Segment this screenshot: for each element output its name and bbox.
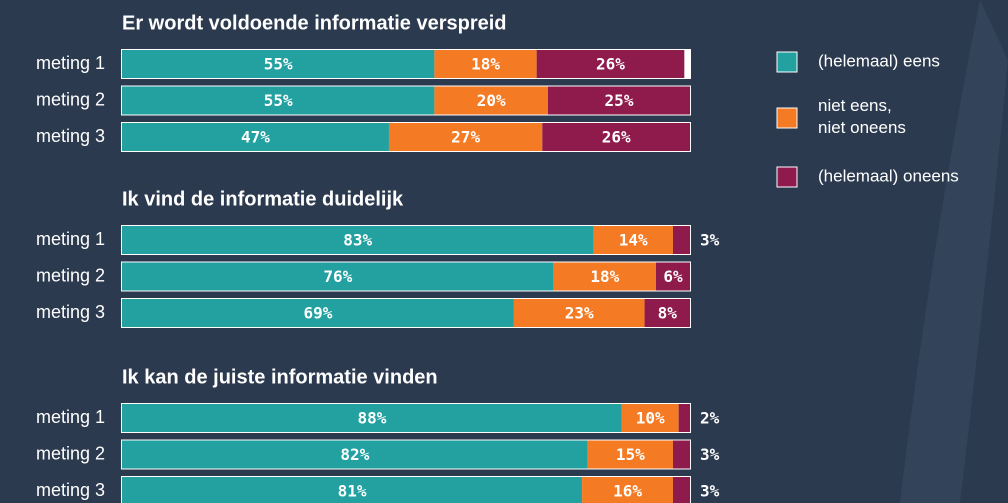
bar-segment: [553, 262, 656, 291]
bar-segment: [388, 123, 543, 151]
bar-segment: [593, 226, 673, 254]
value-label: 23%: [565, 304, 594, 323]
value-label: 14%: [619, 231, 648, 250]
category-label: meting 1: [36, 407, 105, 427]
category-label: meting 1: [36, 229, 105, 249]
background-stroke: [900, 0, 1008, 503]
legend-label-line: niet oneens: [818, 118, 906, 137]
panel-title: Ik kan de juiste informatie vinden: [122, 366, 438, 388]
category-label: meting 2: [36, 265, 105, 285]
value-label: 76%: [323, 267, 352, 286]
category-label: meting 3: [36, 480, 105, 500]
bar-segment: [122, 86, 435, 115]
bar-segment: [655, 262, 690, 291]
value-label: 25%: [605, 91, 634, 110]
bar-segment: [122, 50, 435, 78]
value-label: 55%: [264, 91, 293, 110]
value-label: 10%: [636, 409, 665, 428]
value-label: 83%: [343, 231, 372, 250]
value-label: 16%: [613, 482, 642, 501]
value-label: 8%: [658, 304, 678, 323]
legend-swatch: [776, 107, 798, 129]
value-label: 18%: [590, 267, 619, 286]
bar-segment: [672, 477, 690, 503]
value-label: 6%: [663, 267, 683, 286]
value-label: 69%: [304, 304, 333, 323]
bar-segment: [672, 226, 690, 254]
category-label: meting 3: [36, 126, 105, 146]
value-label: 27%: [451, 128, 480, 147]
legend-label-line: niet eens,: [818, 96, 892, 115]
legend-swatch: [776, 51, 798, 73]
bar-segment: [542, 123, 690, 151]
value-label: 82%: [340, 445, 369, 464]
bar-segment: [122, 262, 554, 291]
bar-segment: [434, 86, 548, 115]
value-label: 15%: [616, 445, 645, 464]
category-label: meting 2: [36, 89, 105, 109]
value-label: 20%: [477, 91, 506, 110]
bar-segment: [587, 440, 673, 469]
bar-segment: [621, 404, 679, 432]
bar-segment: [122, 226, 594, 254]
value-label: 2%: [700, 409, 720, 428]
bar-segment: [122, 404, 622, 432]
panel-title: Er wordt voldoende informatie verspreid: [122, 12, 507, 34]
value-label: 55%: [264, 55, 293, 74]
bar-segment: [434, 50, 537, 78]
legend-label: (helemaal) eens: [818, 51, 940, 70]
value-label: 26%: [596, 55, 625, 74]
bar-segment: [678, 404, 690, 432]
bar-segment: [122, 299, 514, 327]
value-label: 26%: [602, 128, 631, 147]
bar-segment: [122, 440, 588, 469]
panel-title: Ik vind de informatie duidelijk: [122, 188, 404, 210]
bar-segment: [536, 50, 685, 78]
legend-label: niet eens, niet oneens: [818, 96, 906, 137]
value-label: 3%: [700, 445, 720, 464]
bar-segment: [122, 123, 389, 151]
value-label: 18%: [471, 55, 500, 74]
bar-segment: [644, 299, 690, 327]
legend-swatch: [776, 166, 798, 188]
bar-segment: [582, 477, 673, 503]
bar-segment: [122, 477, 583, 503]
bar-segment: [548, 86, 690, 115]
bar-segment: [513, 299, 645, 327]
bar-segment: [672, 440, 690, 469]
value-label: 3%: [700, 482, 720, 501]
category-label: meting 2: [36, 443, 105, 463]
category-label: meting 3: [36, 302, 105, 322]
value-label: 81%: [338, 482, 367, 501]
category-label: meting 1: [36, 53, 105, 73]
value-label: 3%: [700, 231, 720, 250]
value-label: 88%: [357, 409, 386, 428]
value-label: 47%: [241, 128, 270, 147]
legend-label: (helemaal) oneens: [818, 166, 959, 185]
